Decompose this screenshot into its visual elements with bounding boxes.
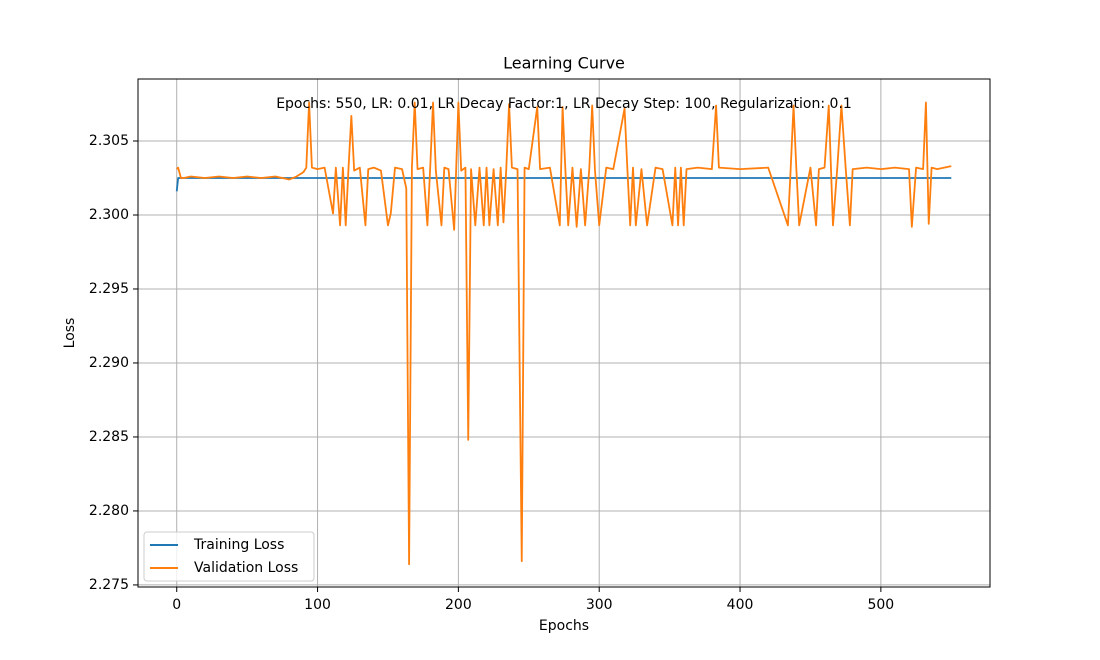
y-tick-label: 2.300 xyxy=(89,207,129,223)
legend-label: Training Loss xyxy=(193,537,284,553)
x-tick-label: 400 xyxy=(727,597,754,613)
x-tick-label: 200 xyxy=(445,597,472,613)
y-tick-label: 2.285 xyxy=(89,429,129,445)
annotation: Epochs: 550, LR: 0.01, LR Decay Factor:1… xyxy=(276,96,852,112)
legend-label: Validation Loss xyxy=(194,560,298,576)
y-tick-label: 2.305 xyxy=(89,133,129,149)
y-axis-label: Loss xyxy=(62,318,78,349)
chart-title: Learning Curve xyxy=(503,54,625,73)
x-tick-label: 100 xyxy=(304,597,331,613)
y-tick-label: 2.275 xyxy=(89,577,129,593)
x-tick-label: 300 xyxy=(586,597,613,613)
y-tick-label: 2.290 xyxy=(89,355,129,371)
legend-box xyxy=(143,531,315,582)
y-tick-label: 2.295 xyxy=(89,281,129,297)
x-axis-label: Epochs xyxy=(539,618,589,634)
y-tick-label: 2.280 xyxy=(89,503,129,519)
line-series xyxy=(176,101,952,566)
x-tick-label: 0 xyxy=(172,597,181,613)
plot-frame xyxy=(137,78,991,588)
x-tick-label: 500 xyxy=(867,597,894,613)
